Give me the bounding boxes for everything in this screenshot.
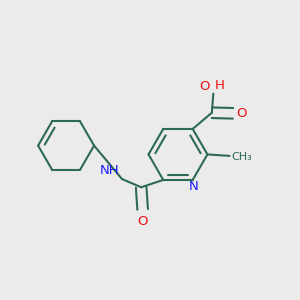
Text: N: N [188,180,198,193]
Text: O: O [199,80,210,93]
Text: O: O [137,215,148,228]
Text: NH: NH [100,164,120,177]
Text: CH₃: CH₃ [231,152,252,162]
Text: O: O [237,107,247,120]
Text: H: H [215,79,225,92]
